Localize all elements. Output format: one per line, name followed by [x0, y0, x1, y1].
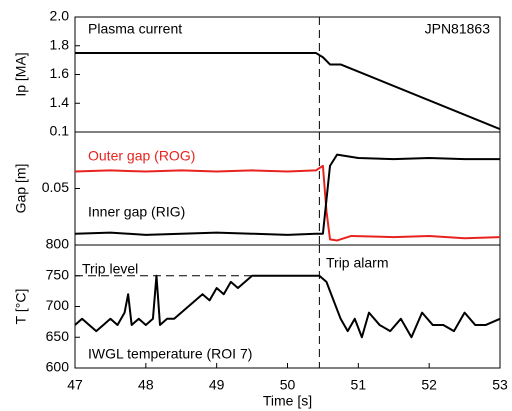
- y-tick-label: 1.4: [50, 94, 70, 110]
- annotation: Trip alarm: [326, 255, 389, 271]
- y-tick-label: 2.0: [50, 8, 70, 24]
- data-line: [74, 274, 501, 339]
- y-axis-label: T [°C]: [13, 289, 29, 325]
- annotation: IWGL temperature (ROI 7): [88, 346, 252, 362]
- annotation: Inner gap (RIG): [88, 204, 185, 220]
- x-axis-label: Time [s]: [263, 393, 312, 409]
- annotation: Outer gap (ROG): [88, 148, 195, 164]
- annotation: JPN81863: [425, 21, 491, 37]
- y-tick-label: 800: [46, 236, 70, 252]
- annotation: Trip level: [82, 261, 138, 277]
- x-tick-label: 50: [280, 377, 296, 393]
- data-line: [75, 51, 501, 131]
- y-tick-label: 600: [46, 359, 70, 375]
- x-tick-label: 48: [138, 377, 154, 393]
- x-tick-label: 49: [209, 377, 225, 393]
- y-axis-label: Ip [MA]: [13, 52, 29, 96]
- y-tick-label: 1.8: [50, 36, 70, 52]
- y-axis-label: Gap [m]: [13, 164, 29, 214]
- y-tick-label: 0.05: [42, 179, 69, 195]
- x-tick-label: 53: [492, 377, 508, 393]
- y-tick-label: 650: [46, 328, 70, 344]
- x-tick-label: 51: [351, 377, 367, 393]
- x-tick-label: 52: [421, 377, 437, 393]
- annotation: Plasma current: [88, 21, 182, 37]
- data-line: [74, 164, 501, 242]
- x-tick-label: 47: [67, 377, 83, 393]
- y-tick-label: 700: [46, 297, 70, 313]
- y-tick-label: 1.6: [50, 65, 70, 81]
- y-tick-label: 750: [46, 266, 70, 282]
- data-line: [74, 153, 500, 236]
- y-tick-label: 0.1: [50, 123, 70, 139]
